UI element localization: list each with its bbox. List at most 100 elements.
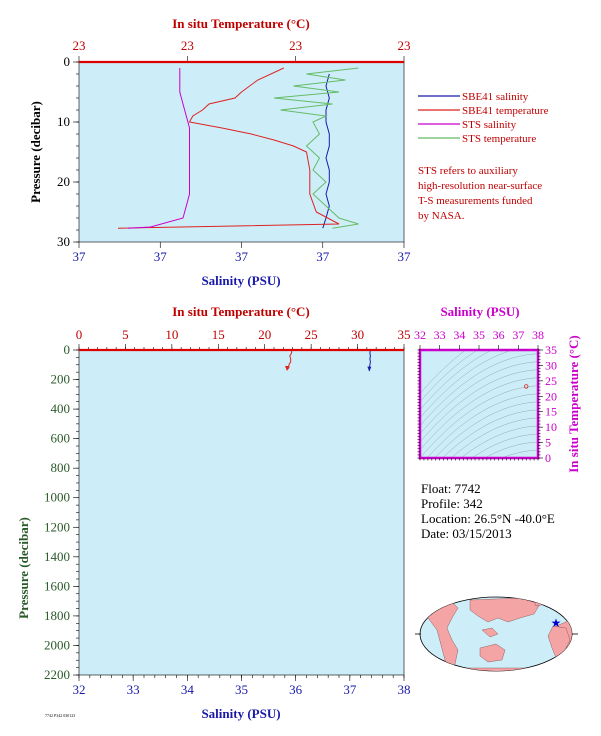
sts-temperature-line bbox=[273, 67, 359, 229]
ts-temperature-tick-label: 20 bbox=[545, 389, 557, 403]
float-id: Float: 7742 bbox=[421, 481, 481, 496]
ts-temperature-tick-label: 25 bbox=[545, 374, 557, 388]
top-chart-pressure-tick-label: 10 bbox=[57, 114, 70, 129]
top-chart-pressure-tick-label: 30 bbox=[57, 234, 70, 249]
top-chart-temperature-tick-label: 23 bbox=[73, 38, 86, 53]
top-chart-salinity-tick-label: 37 bbox=[235, 249, 249, 264]
ts-density-contour bbox=[484, 441, 538, 458]
full-chart-pressure-axis-title: Pressure (decibar) bbox=[16, 517, 31, 619]
ts-salinity-tick-label: 36 bbox=[493, 328, 505, 342]
full-chart-pressure-tick-label: 200 bbox=[51, 372, 71, 387]
full-chart-pressure-tick-label: 600 bbox=[51, 431, 71, 446]
ts-density-contour bbox=[420, 377, 538, 451]
full-chart-pressure-tick-label: 800 bbox=[51, 460, 71, 475]
legend-label: STS salinity bbox=[462, 119, 517, 131]
full-plot-area bbox=[78, 349, 405, 676]
ts-data-point bbox=[524, 384, 529, 389]
sts-note-line-2: high-resolution near-surface bbox=[418, 180, 542, 192]
full-chart-pressure-tick-label: 0 bbox=[64, 342, 71, 357]
top-chart-temperature-axis-title: In situ Temperature (°C) bbox=[172, 16, 310, 31]
ts-density-contour bbox=[420, 350, 493, 411]
sts-note-line-1: STS refers to auxiliary bbox=[418, 165, 518, 177]
top-chart-salinity-tick-label: 37 bbox=[154, 249, 168, 264]
full-chart-temperature-tick-label: 20 bbox=[258, 327, 271, 342]
ts-temperature-tick-label: 30 bbox=[545, 358, 557, 372]
ts-temperature-tick-label: 0 bbox=[545, 451, 551, 465]
top-chart-temperature-tick-label: 23 bbox=[289, 38, 302, 53]
sbe41-temperature-line bbox=[117, 67, 340, 229]
full-chart-salinity-tick-label: 32 bbox=[73, 682, 86, 697]
legend-label: STS temperature bbox=[462, 133, 536, 145]
sts-salinity-line bbox=[127, 68, 190, 229]
ts-density-contour bbox=[420, 350, 514, 419]
ts-salinity-tick-label: 37 bbox=[512, 328, 524, 342]
full-chart-salinity-tick-label: 37 bbox=[343, 682, 357, 697]
sbe41-salinity-line bbox=[322, 73, 330, 229]
ts-temperature-tick-label: 5 bbox=[545, 436, 551, 450]
top-chart-pressure-tick-label: 0 bbox=[64, 54, 71, 69]
ts-density-contour bbox=[501, 449, 538, 458]
full-temperature-end-marker bbox=[285, 365, 289, 371]
map-land bbox=[424, 597, 572, 671]
ts-density-contour bbox=[471, 433, 538, 458]
legend: SBE41 salinity SBE41 temperature STS salin… bbox=[418, 91, 549, 145]
ts-temperature-axis-title: In situ Temperature (°C) bbox=[566, 335, 581, 473]
sts-note-line-3: T-S measurements funded bbox=[418, 195, 533, 207]
full-chart-pressure-tick-label: 2200 bbox=[44, 667, 70, 682]
top-chart-temperature-tick-label: 23 bbox=[181, 38, 194, 53]
ts-temperature-tick-label: 15 bbox=[545, 405, 557, 419]
ts-salinity-axis-title: Salinity (PSU) bbox=[440, 304, 519, 319]
ts-density-contour bbox=[420, 350, 467, 394]
ts-temperature-tick-label: 35 bbox=[545, 343, 557, 357]
profile-number: Profile: 342 bbox=[421, 496, 483, 511]
ts-density-contour bbox=[460, 425, 538, 458]
ts-salinity-tick-label: 32 bbox=[414, 328, 426, 342]
ts-density-contour bbox=[426, 393, 538, 458]
top-chart-pressure-axis-title: Pressure (decibar) bbox=[28, 101, 43, 203]
full-chart-salinity-tick-label: 36 bbox=[289, 682, 303, 697]
full-chart-pressure-tick-label: 1800 bbox=[44, 608, 70, 623]
ts-density-contour bbox=[434, 401, 538, 458]
ts-density-contour bbox=[420, 369, 538, 443]
full-chart-salinity-tick-label: 35 bbox=[235, 682, 248, 697]
full-temperature-line bbox=[286, 350, 293, 371]
world-map: ★ bbox=[415, 596, 578, 672]
ts-salinity-tick-label: 34 bbox=[453, 328, 465, 342]
float-position-marker: ★ bbox=[551, 616, 562, 630]
ts-salinity-tick-label: 33 bbox=[434, 328, 446, 342]
full-chart-pressure-tick-label: 2000 bbox=[44, 637, 70, 652]
sts-note-line-4: by NASA. bbox=[418, 210, 465, 222]
sts-note: STS refers to auxiliary high-resolution … bbox=[418, 165, 542, 222]
full-chart-pressure-tick-label: 1000 bbox=[44, 490, 70, 505]
float-info: Float: 7742 Profile: 342 Location: 26.5°… bbox=[421, 481, 555, 541]
top-profile-chart: 23 23 23 23 37 37 37 37 37 0 10 20 30 In situ Temper… bbox=[28, 16, 411, 288]
full-chart-salinity-tick-label: 38 bbox=[398, 682, 411, 697]
top-chart-salinity-tick-label: 37 bbox=[316, 249, 330, 264]
footer-id: 7742 P342 030123 bbox=[45, 713, 75, 718]
full-chart-salinity-tick-label: 33 bbox=[127, 682, 140, 697]
top-chart-pressure-tick-label: 20 bbox=[57, 174, 70, 189]
full-chart-pressure-tick-label: 1200 bbox=[44, 519, 70, 534]
full-chart-salinity-axis-title: Salinity (PSU) bbox=[201, 706, 280, 721]
top-plot-area bbox=[78, 61, 405, 243]
ts-density-contour bbox=[420, 361, 538, 435]
ts-salinity-tick-label: 38 bbox=[532, 328, 544, 342]
ts-temperature-tick-label: 10 bbox=[545, 420, 557, 434]
ts-density-contour bbox=[420, 353, 538, 427]
ts-density-contour bbox=[450, 417, 538, 458]
top-chart-salinity-axis-title: Salinity (PSU) bbox=[201, 273, 280, 288]
full-chart-temperature-tick-label: 10 bbox=[165, 327, 178, 342]
top-chart-salinity-tick-label: 37 bbox=[398, 249, 412, 264]
legend-label: SBE41 salinity bbox=[462, 91, 529, 103]
full-chart-pressure-tick-label: 1600 bbox=[44, 578, 70, 593]
full-chart-temperature-tick-label: 0 bbox=[76, 327, 83, 342]
ts-density-contour bbox=[442, 409, 538, 458]
profile-date: Date: 03/15/2013 bbox=[421, 526, 512, 541]
full-chart-pressure-tick-label: 400 bbox=[51, 401, 71, 416]
ts-density-contour bbox=[420, 385, 538, 458]
full-profile-chart: 0 5 10 15 20 25 30 35 32 33 34 35 36 37 38 0 200 400 600 80… bbox=[16, 304, 411, 721]
full-chart-temperature-tick-label: 25 bbox=[305, 327, 318, 342]
ts-salinity-tick-label: 35 bbox=[473, 328, 485, 342]
